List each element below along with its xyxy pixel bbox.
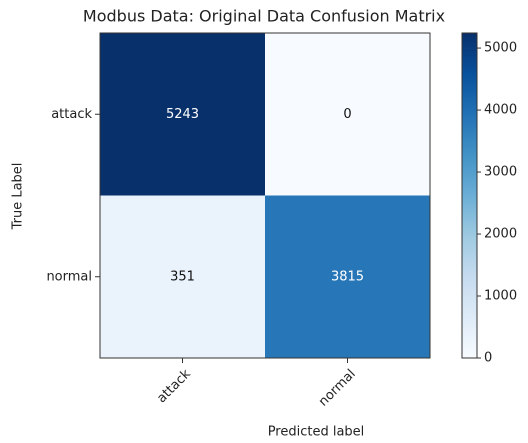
colorbar-tick-label: 4000 xyxy=(484,103,517,118)
x-tick-label: normal xyxy=(316,367,359,410)
heatmap-cell xyxy=(100,33,265,196)
colorbar-tick-label: 0 xyxy=(484,351,492,366)
cell-label: 3815 xyxy=(331,269,364,284)
heatmap-cell xyxy=(265,33,430,196)
heatmap-cell xyxy=(265,195,430,358)
cell-label: 351 xyxy=(170,269,195,284)
colorbar-tick-label: 2000 xyxy=(484,227,517,242)
heatmap-cell xyxy=(100,195,265,358)
x-axis-label: Predicted label xyxy=(268,425,365,440)
x-tick-label: attack xyxy=(154,366,194,406)
plot-frame xyxy=(99,32,431,359)
chart-title: Modbus Data: Original Data Confusion Mat… xyxy=(83,7,445,26)
colorbar-tick-label: 3000 xyxy=(484,165,517,180)
colorbar-tick-label: 5000 xyxy=(484,41,517,56)
y-tick-label: attack xyxy=(51,107,92,122)
colorbar-tick-label: 1000 xyxy=(484,289,517,304)
cell-label: 5243 xyxy=(166,107,199,122)
y-axis-label: True Label xyxy=(11,163,26,231)
colorbar xyxy=(461,32,478,359)
y-tick-label: normal xyxy=(46,269,92,284)
cell-label: 0 xyxy=(343,107,351,122)
